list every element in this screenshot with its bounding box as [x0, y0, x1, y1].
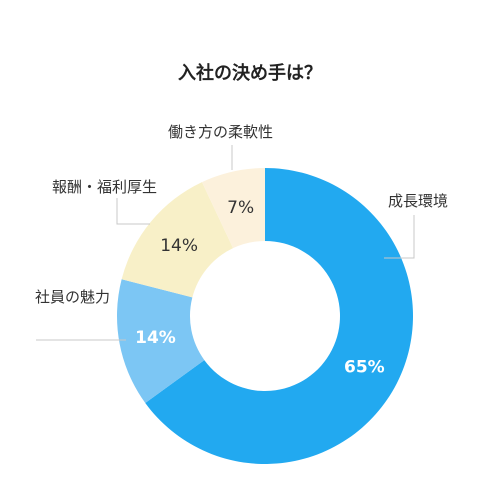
category-label-3: 報酬・福利厚生 [52, 178, 157, 196]
leader-line-1 [384, 215, 415, 259]
value-label-2: 14% [135, 328, 176, 348]
category-label-4: 働き方の柔軟性 [168, 123, 273, 141]
slice-2 [116, 279, 205, 403]
slice-3 [121, 182, 234, 298]
leader-line-3 [116, 198, 150, 225]
category-label-1: 成長環境 [388, 192, 448, 210]
value-label-3: 14% [160, 236, 198, 256]
category-label-2: 社員の魅力 [35, 288, 110, 306]
slice-1 [145, 168, 414, 465]
chart-title: 入社の決め手は？ [178, 62, 322, 84]
value-label-4: 7% [227, 198, 254, 218]
value-label-1: 65% [344, 358, 385, 378]
slice-4 [201, 168, 265, 249]
